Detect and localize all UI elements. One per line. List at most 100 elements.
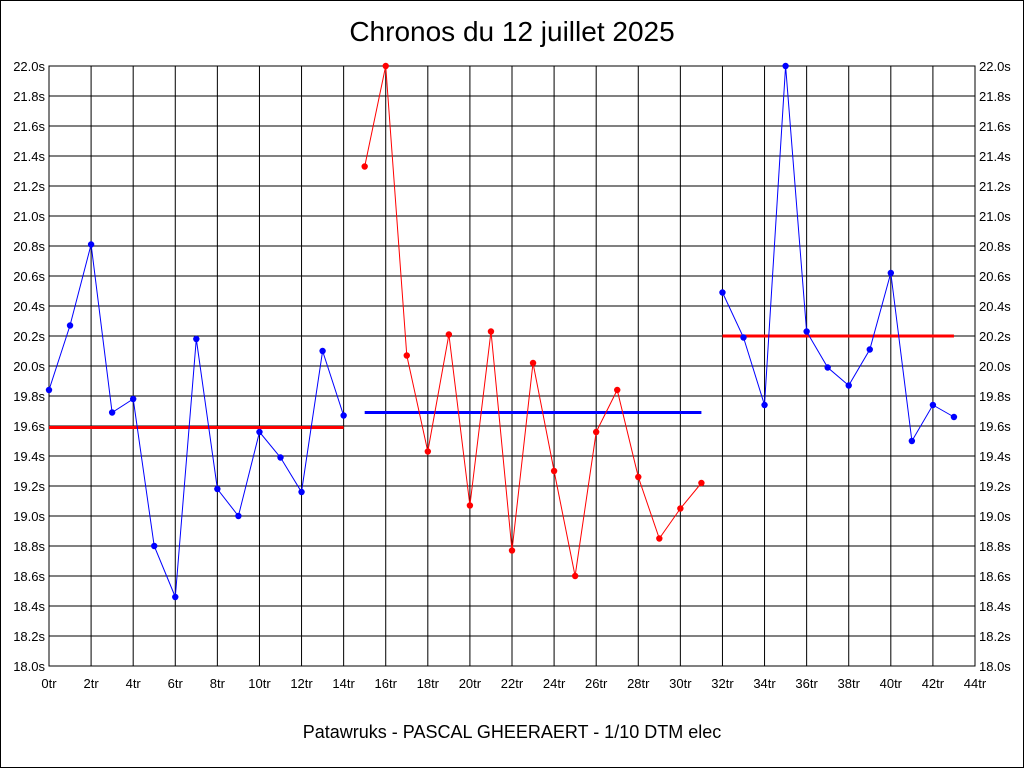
data-point xyxy=(129,395,137,403)
y-tick-label-right: 18.2s xyxy=(979,629,1011,644)
y-tick-label-left: 18.8s xyxy=(13,539,45,554)
series-line xyxy=(48,244,345,598)
series xyxy=(45,241,347,601)
y-tick-label-right: 21.0s xyxy=(979,209,1011,224)
x-tick-label: 36tr xyxy=(795,676,818,691)
y-tick-label-right: 20.2s xyxy=(979,329,1011,344)
y-tick-label-left: 21.2s xyxy=(13,179,45,194)
y-tick-label-right: 20.8s xyxy=(979,239,1011,254)
data-point xyxy=(908,437,916,445)
x-tick-label: 6tr xyxy=(168,676,184,691)
y-tick-label-right: 22.0s xyxy=(979,59,1011,74)
y-tick-label-left: 18.2s xyxy=(13,629,45,644)
y-tick-label-right: 18.6s xyxy=(979,569,1011,584)
y-tick-label-left: 19.4s xyxy=(13,449,45,464)
x-axis: 0tr 2tr 4tr 6tr 8tr 10tr 12tr 14tr 16tr 18tr 20tr 2… xyxy=(41,676,986,691)
y-axis-right: 18.0s 18.2s 18.4s 18.6s 18.8s 19.0s 19.2s 19.4s… xyxy=(979,59,1011,674)
x-tick-label: 14tr xyxy=(332,676,355,691)
x-tick-label: 40tr xyxy=(880,676,903,691)
x-tick-label: 16tr xyxy=(375,676,398,691)
data-point xyxy=(866,346,873,353)
grid xyxy=(48,65,976,667)
data-point xyxy=(235,512,242,520)
average-lines xyxy=(49,334,954,429)
x-tick-label: 42tr xyxy=(922,676,945,691)
series-line xyxy=(722,65,955,443)
x-tick-label: 4tr xyxy=(126,676,142,691)
data-point xyxy=(319,347,326,355)
data-point xyxy=(635,473,642,481)
data-point xyxy=(719,289,726,296)
data-point xyxy=(508,547,516,554)
chart-title: Chronos du 12 juillet 2025 xyxy=(349,16,675,47)
y-tick-label-left: 18.0s xyxy=(13,659,45,674)
y-tick-label-left: 18.6s xyxy=(13,569,45,584)
y-tick-label-left: 20.6s xyxy=(13,269,45,284)
y-tick-label-right: 21.6s xyxy=(979,119,1011,134)
series-line xyxy=(364,65,702,577)
data-point xyxy=(172,593,179,601)
y-tick-label-left: 20.2s xyxy=(13,329,45,344)
data-point xyxy=(761,401,768,409)
x-tick-label: 34tr xyxy=(753,676,776,691)
data-point xyxy=(487,328,495,335)
data-point xyxy=(466,502,474,509)
data-point xyxy=(782,62,789,70)
data-point xyxy=(698,479,705,487)
data-point xyxy=(803,328,810,335)
data-point xyxy=(424,448,432,455)
data-point xyxy=(382,62,389,70)
y-tick-label-left: 20.4s xyxy=(13,299,45,314)
y-tick-label-left: 22.0s xyxy=(13,59,45,74)
data-point xyxy=(66,322,74,329)
y-axis-left: 18.0s 18.2s 18.4s 18.6s 18.8s 19.0s 19.2s 19.4s… xyxy=(13,59,45,674)
data-point xyxy=(529,359,537,367)
data-point xyxy=(824,364,831,371)
data-point xyxy=(845,382,852,389)
y-tick-label-right: 19.6s xyxy=(979,419,1011,434)
y-tick-label-right: 18.8s xyxy=(979,539,1011,554)
data-point xyxy=(45,386,53,394)
y-tick-label-right: 18.4s xyxy=(979,599,1011,614)
data-point xyxy=(298,488,305,496)
y-tick-label-left: 19.6s xyxy=(13,419,45,434)
y-tick-label-left: 21.8s xyxy=(13,89,45,104)
x-tick-label: 8tr xyxy=(210,676,226,691)
data-point xyxy=(571,572,579,580)
y-tick-label-right: 19.2s xyxy=(979,479,1011,494)
y-tick-label-right: 21.2s xyxy=(979,179,1011,194)
x-tick-label: 30tr xyxy=(669,676,692,691)
series xyxy=(719,62,958,445)
data-point xyxy=(550,467,558,475)
x-tick-label: 26tr xyxy=(585,676,608,691)
data-point xyxy=(614,386,621,394)
data-point xyxy=(361,163,368,170)
data-point xyxy=(950,413,958,421)
data-point xyxy=(887,269,895,277)
x-tick-label: 24tr xyxy=(543,676,566,691)
y-tick-label-right: 20.4s xyxy=(979,299,1011,314)
x-tick-label: 22tr xyxy=(501,676,524,691)
y-tick-label-left: 19.8s xyxy=(13,389,45,404)
x-tick-label: 32tr xyxy=(711,676,734,691)
series xyxy=(361,62,705,580)
data-point xyxy=(108,409,116,416)
y-tick-label-right: 19.8s xyxy=(979,389,1011,404)
data-point xyxy=(592,428,600,436)
series-group xyxy=(45,62,958,601)
x-tick-label: 44tr xyxy=(964,676,987,691)
y-tick-label-right: 21.8s xyxy=(979,89,1011,104)
x-tick-label: 38tr xyxy=(838,676,861,691)
y-tick-label-left: 21.0s xyxy=(13,209,45,224)
x-tick-label: 0tr xyxy=(41,676,57,691)
x-tick-label: 18tr xyxy=(417,676,440,691)
data-point xyxy=(929,401,937,409)
data-point xyxy=(403,352,410,359)
y-tick-label-right: 20.6s xyxy=(979,269,1011,284)
x-tick-label: 12tr xyxy=(290,676,313,691)
data-point xyxy=(193,335,200,343)
data-point xyxy=(677,505,684,512)
data-point xyxy=(656,535,663,542)
x-tick-label: 10tr xyxy=(248,676,271,691)
